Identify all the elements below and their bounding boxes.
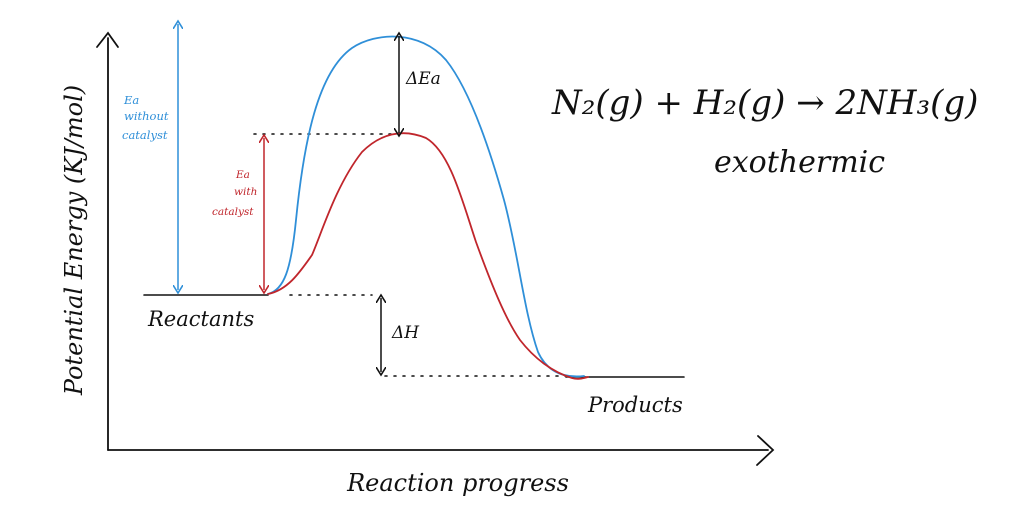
delta-ea-label: ΔEa <box>405 69 441 89</box>
axes <box>96 31 775 466</box>
ea-without-line-3: catalyst <box>122 128 168 142</box>
ea-without-catalyst-label: Ea without catalyst <box>122 93 169 142</box>
x-axis-label: Reaction progress <box>346 469 569 497</box>
catalysed-curve <box>267 132 589 380</box>
x-axis-arrowhead <box>756 435 775 466</box>
reactants-label: Reactants <box>147 307 254 331</box>
reaction-equation: N₂(g) + H₂(g) → 2NH₃(g) <box>551 83 978 123</box>
y-axis-arrowhead <box>96 31 119 48</box>
reaction-type-label: exothermic <box>714 145 885 180</box>
ea-without-line-2: without <box>124 109 169 123</box>
ea-without-line-1: Ea <box>123 93 139 107</box>
uncatalysed-curve <box>267 35 585 378</box>
ea-with-line-1: Ea <box>235 169 250 181</box>
products-label: Products <box>587 393 683 417</box>
delta-h-label: ΔH <box>391 323 420 343</box>
y-axis-label: Potential Energy (KJ/mol) <box>60 85 88 396</box>
ea-with-catalyst-label: Ea with catalyst <box>212 169 257 218</box>
ea-with-line-2: with <box>234 186 257 198</box>
ea-with-line-3: catalyst <box>212 206 254 218</box>
